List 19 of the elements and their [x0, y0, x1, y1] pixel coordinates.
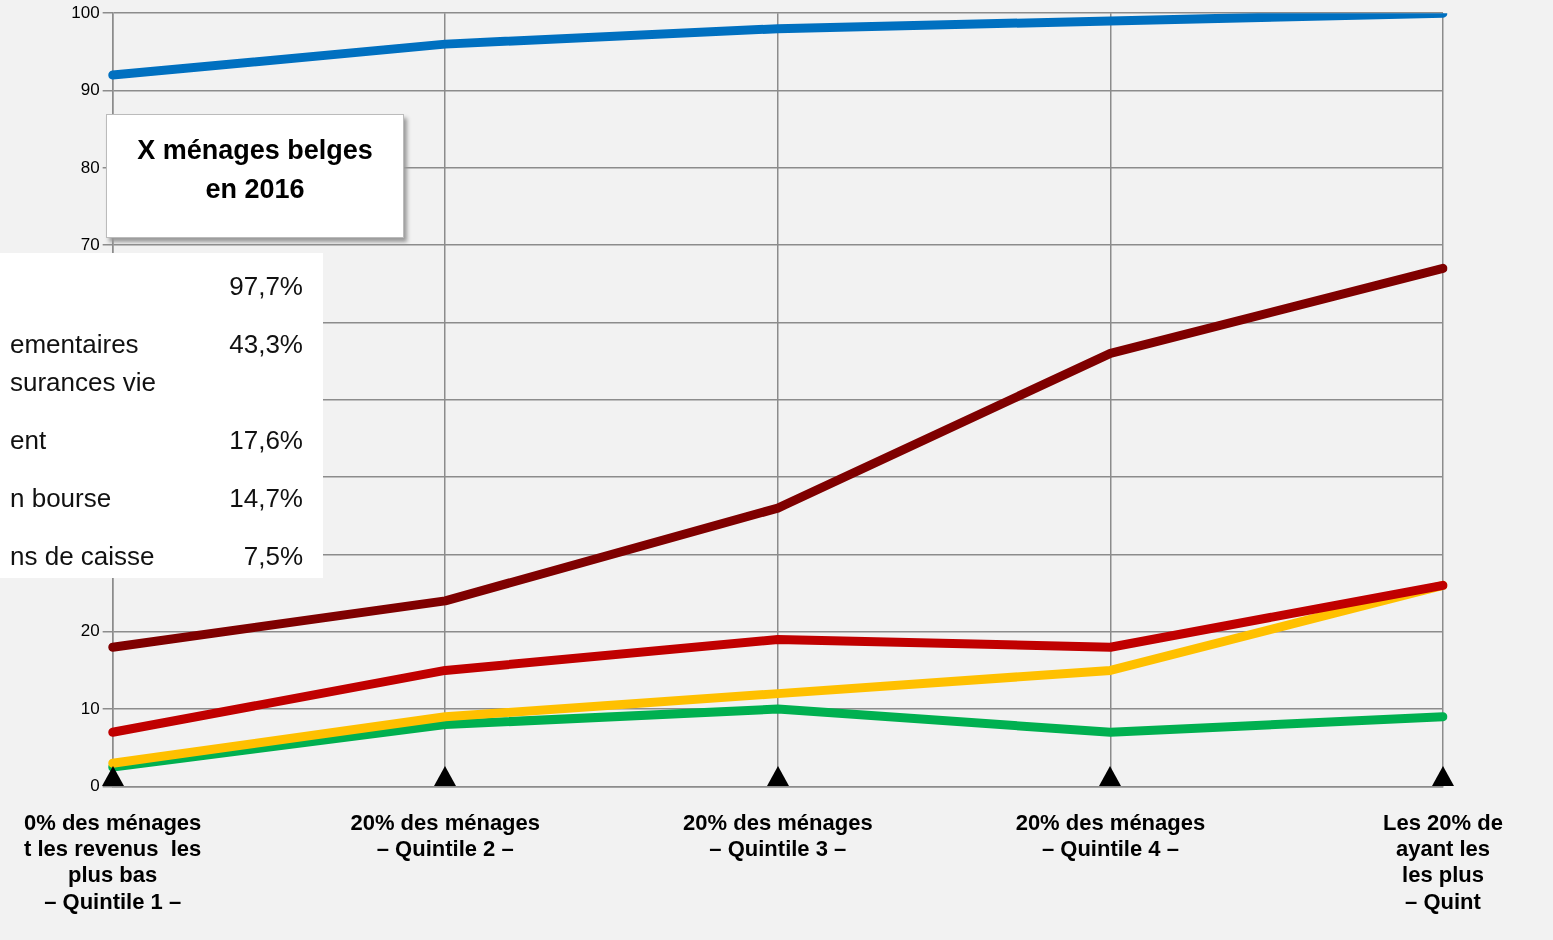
- annotation: surances vie: [10, 365, 156, 399]
- y-tick-label: 80: [80, 157, 100, 177]
- annotation: 97,7%: [229, 269, 303, 303]
- text: ementaires 43,3%: [10, 328, 303, 359]
- x-tick-label: 20% des ménages – Quintile 2 –: [350, 809, 541, 862]
- y-tick-label: 20: [80, 621, 100, 641]
- annotation: X ménages belges en 2016: [106, 113, 404, 238]
- x-tick-label: Les 20% de ayant les les plus – Quint: [1383, 809, 1503, 914]
- y-tick-label: 90: [80, 80, 100, 100]
- y-tick-label: 0: [90, 776, 100, 796]
- x-tick-label: 20% des ménages – Quintile 3 –: [683, 809, 873, 862]
- text: ns de caisse 7,5%: [10, 540, 303, 571]
- x-tick-label: 20% des ménages – Quintile 4 –: [1015, 809, 1206, 862]
- text: n bourse 14,7%: [10, 482, 303, 513]
- y-tick-label: 100: [71, 2, 100, 22]
- x-tick-label: 0% des ménages t les revenus les plus bas – Quintile 1 –: [24, 809, 202, 914]
- y-tick-label: 10: [80, 698, 100, 718]
- text: ent 17,6%: [10, 424, 303, 455]
- y-tick-label: 70: [80, 234, 100, 254]
